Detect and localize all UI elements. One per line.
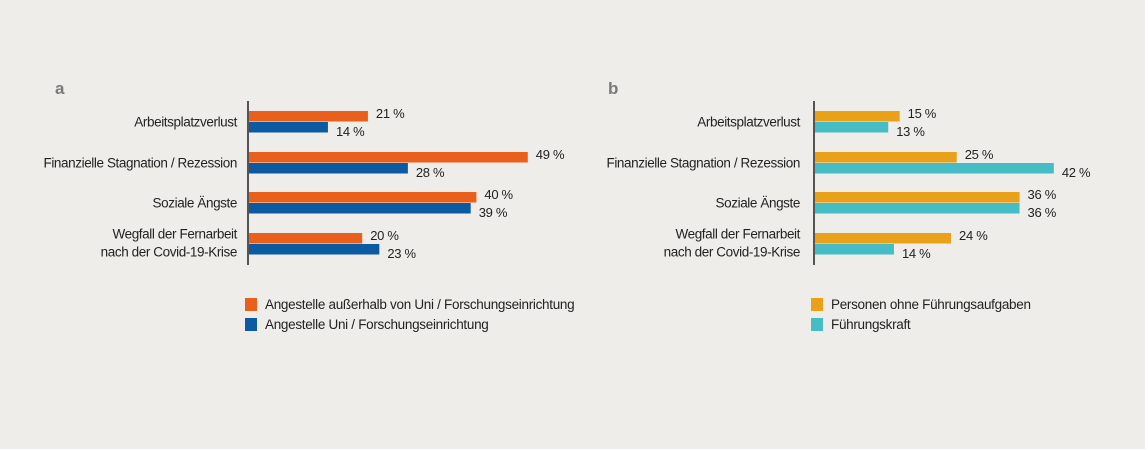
bar (248, 111, 368, 122)
data-label: 15 % (908, 106, 937, 121)
data-label: 21 % (376, 106, 405, 121)
data-label: 24 % (959, 228, 988, 243)
data-label: 14 % (902, 246, 931, 261)
category-label: Arbeitsplatzverlust (697, 115, 800, 130)
bar (814, 203, 1020, 214)
legend-swatch (245, 318, 257, 331)
bar (814, 192, 1020, 203)
legend-label: Führungskraft (831, 317, 911, 332)
bar (814, 152, 957, 163)
category-label: Arbeitsplatzverlust (134, 115, 237, 130)
legend-swatch (811, 318, 823, 331)
data-label: 20 % (370, 228, 399, 243)
data-label: 39 % (479, 205, 508, 220)
bar (814, 244, 894, 255)
data-label: 14 % (336, 124, 365, 139)
legend-label: Angestelle außerhalb von Uni / Forschung… (265, 297, 574, 312)
data-label: 13 % (896, 124, 925, 139)
category-label: Finanzielle Stagnation / Rezession (43, 156, 237, 171)
legend-label: Personen ohne Führungsaufgaben (831, 297, 1031, 312)
data-label: 28 % (416, 165, 445, 180)
category-label: Soziale Ängste (153, 196, 237, 211)
data-label: 36 % (1028, 205, 1057, 220)
bar (248, 192, 477, 203)
bar (814, 122, 889, 133)
bar (248, 122, 328, 133)
category-label: Wegfall der Fernarbeit (112, 227, 237, 242)
data-label: 49 % (536, 147, 565, 162)
category-label: Soziale Ängste (716, 196, 800, 211)
bar (248, 244, 380, 255)
bar (814, 111, 900, 122)
data-label: 23 % (387, 246, 416, 261)
bar (248, 233, 363, 244)
data-label: 42 % (1062, 165, 1091, 180)
legend-swatch (811, 298, 823, 311)
panel-label-b: b (608, 79, 618, 98)
bar (248, 152, 528, 163)
bar (248, 163, 408, 174)
bar (814, 163, 1054, 174)
category-label: nach der Covid-19-Krise (101, 245, 237, 260)
legend-label: Angestelle Uni / Forschungseinrichtung (265, 317, 488, 332)
data-label: 40 % (484, 187, 513, 202)
bar (248, 203, 471, 214)
category-label: nach der Covid-19-Krise (664, 245, 800, 260)
bar (814, 233, 952, 244)
category-label: Wegfall der Fernarbeit (675, 227, 800, 242)
data-label: 36 % (1028, 187, 1057, 202)
category-label: Finanzielle Stagnation / Rezession (606, 156, 800, 171)
data-label: 25 % (965, 147, 994, 162)
panel-label-a: a (55, 79, 65, 98)
legend-swatch (245, 298, 257, 311)
